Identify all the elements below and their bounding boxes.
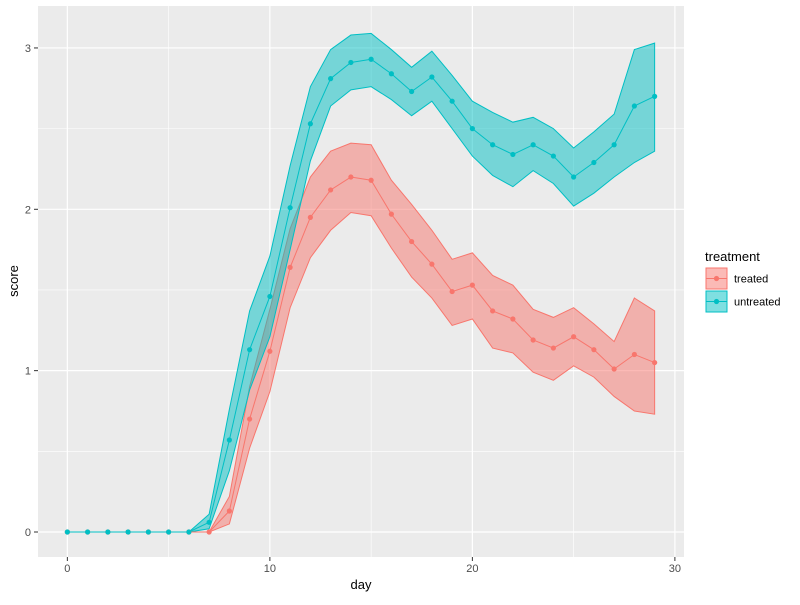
point-treated bbox=[429, 261, 435, 267]
point-treated bbox=[611, 366, 617, 372]
point-untreated bbox=[64, 529, 70, 535]
point-treated bbox=[409, 238, 415, 245]
point-untreated bbox=[368, 56, 374, 62]
point-treated bbox=[550, 345, 556, 351]
point-untreated bbox=[469, 126, 475, 132]
point-treated bbox=[571, 334, 577, 340]
y-tick-label: 1 bbox=[25, 366, 31, 378]
point-treated bbox=[348, 174, 354, 180]
point-untreated bbox=[409, 88, 415, 95]
y-axis-title: score bbox=[6, 265, 21, 297]
point-untreated bbox=[166, 529, 172, 535]
point-treated bbox=[469, 282, 475, 288]
point-untreated bbox=[550, 153, 556, 159]
point-untreated bbox=[328, 76, 334, 82]
y-tick-label: 0 bbox=[25, 527, 31, 539]
point-treated bbox=[287, 264, 293, 270]
point-untreated bbox=[530, 142, 536, 148]
point-treated bbox=[449, 288, 455, 295]
x-tick-label: 20 bbox=[466, 563, 478, 575]
point-untreated bbox=[145, 529, 151, 535]
point-treated bbox=[307, 214, 313, 220]
x-tick-label: 0 bbox=[64, 563, 70, 575]
series-points bbox=[64, 56, 658, 535]
point-untreated bbox=[287, 205, 293, 211]
y-tick-label: 2 bbox=[25, 204, 31, 216]
point-treated bbox=[490, 308, 496, 314]
point-treated bbox=[530, 337, 536, 343]
point-untreated bbox=[247, 347, 253, 353]
point-untreated bbox=[105, 529, 111, 535]
point-treated bbox=[591, 347, 597, 353]
legend-label-untreated: untreated bbox=[734, 297, 780, 309]
y-tick-label: 3 bbox=[25, 43, 31, 55]
point-treated bbox=[510, 316, 516, 322]
point-untreated bbox=[307, 121, 313, 127]
y-axis: 0 1 2 3 bbox=[25, 43, 38, 539]
point-untreated bbox=[125, 529, 131, 535]
point-treated bbox=[388, 211, 394, 217]
point-untreated bbox=[510, 151, 516, 158]
point-untreated bbox=[571, 174, 577, 180]
point-untreated bbox=[490, 142, 496, 148]
point-treated bbox=[368, 177, 374, 183]
point-treated bbox=[328, 187, 334, 193]
point-untreated bbox=[348, 59, 354, 66]
grid-minor bbox=[38, 6, 684, 557]
legend-label-treated: treated bbox=[734, 274, 768, 286]
point-treated bbox=[247, 416, 253, 422]
point-treated bbox=[226, 508, 232, 514]
point-untreated bbox=[591, 159, 597, 166]
x-tick-label: 10 bbox=[264, 563, 276, 575]
x-axis-title: day bbox=[351, 577, 372, 592]
point-untreated bbox=[449, 98, 455, 104]
legend: treatment treated untreated bbox=[705, 249, 780, 313]
point-treated bbox=[631, 351, 637, 358]
point-untreated bbox=[611, 142, 617, 148]
x-tick-label: 30 bbox=[669, 563, 681, 575]
point-untreated bbox=[652, 93, 658, 99]
legend-key-point-untreated bbox=[713, 298, 720, 305]
point-untreated bbox=[85, 529, 91, 535]
point-untreated bbox=[206, 519, 212, 525]
point-untreated bbox=[186, 529, 192, 535]
x-axis: 0 10 20 30 bbox=[64, 557, 681, 575]
plot-panel bbox=[38, 6, 684, 557]
point-treated bbox=[206, 529, 212, 535]
line-untreated bbox=[67, 58, 655, 533]
point-treated bbox=[652, 359, 658, 366]
point-untreated bbox=[267, 293, 273, 300]
series-lines bbox=[67, 58, 655, 533]
legend-key-point-treated bbox=[713, 275, 720, 282]
point-untreated bbox=[631, 103, 637, 109]
point-treated bbox=[267, 348, 273, 354]
point-untreated bbox=[388, 71, 394, 77]
point-untreated bbox=[226, 437, 232, 443]
legend-title: treatment bbox=[705, 249, 760, 264]
point-untreated bbox=[429, 74, 435, 80]
